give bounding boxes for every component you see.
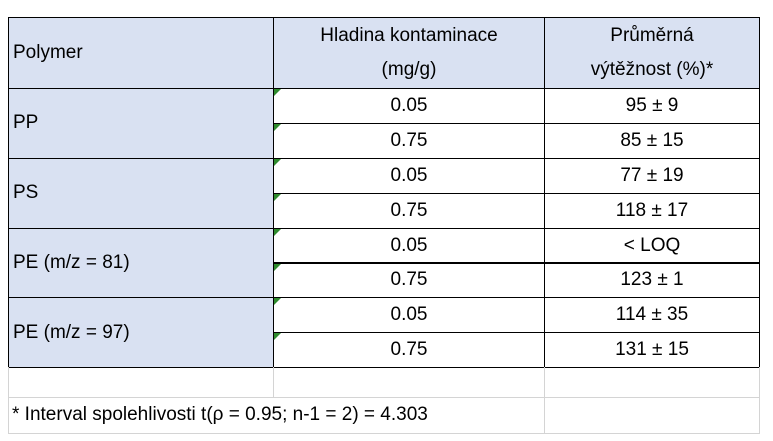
- polymer-name: PS: [13, 182, 39, 204]
- text-number-indicator: [274, 263, 281, 271]
- text-number-indicator: [274, 89, 281, 96]
- recovery-cell: 95 ± 9: [544, 88, 760, 124]
- polymer-cell: PE (m/z = 81): [8, 227, 274, 299]
- recovery-value: 123 ± 1: [620, 269, 684, 291]
- text-number-indicator: [274, 228, 281, 236]
- header-text: Hladina kontaminace: [320, 25, 498, 46]
- level-cell: 0.75: [273, 332, 545, 369]
- text-number-indicator: [274, 123, 281, 131]
- text-number-indicator: [274, 333, 281, 341]
- grid-line: [544, 367, 545, 398]
- recovery-cell: 118 ± 17: [544, 192, 760, 229]
- recovery-cell: < LOQ: [544, 227, 760, 264]
- level-value: 0.05: [390, 304, 428, 326]
- recovery-cell: 85 ± 15: [544, 122, 760, 159]
- polymer-name: PE (m/z = 97): [13, 321, 130, 343]
- text-number-indicator: [274, 158, 281, 166]
- grid-line: [759, 367, 760, 398]
- grid-line: [544, 397, 545, 434]
- grid-line: [8, 397, 9, 434]
- polymer-name: PE (m/z = 81): [13, 251, 130, 273]
- level-value: 0.05: [390, 234, 428, 256]
- grid-line: [273, 367, 274, 398]
- text-number-indicator: [274, 298, 281, 306]
- level-value: 0.75: [390, 129, 428, 151]
- level-cell: 0.05: [273, 227, 545, 264]
- level-cell: 0.05: [273, 88, 545, 124]
- recovery-value: < LOQ: [623, 234, 681, 256]
- header-cell: Průměrná výtěžnost (%)*: [544, 17, 760, 89]
- grid-line: [8, 397, 760, 399]
- recovery-cell: 114 ± 35: [544, 297, 760, 334]
- recovery-value: 114 ± 35: [615, 304, 689, 326]
- header-text: Polymer: [13, 42, 83, 63]
- footnote: * Interval spolehlivosti t(ρ = 0.95; n-1…: [12, 404, 428, 426]
- level-cell: 0.05: [273, 157, 545, 194]
- grid-line: [759, 397, 760, 434]
- recovery-value: 77 ± 19: [620, 164, 684, 186]
- level-value: 0.05: [390, 164, 428, 186]
- recovery-value: 95 ± 9: [625, 94, 679, 116]
- polymer-cell: PP: [8, 88, 274, 159]
- grid-line: [8, 367, 9, 398]
- grid-line: [8, 433, 760, 435]
- header-cell: Polymer: [8, 17, 274, 89]
- level-value: 0.05: [390, 94, 428, 116]
- header-text: (mg/g): [381, 59, 437, 80]
- header-text: výtěžnost (%)*: [590, 59, 714, 80]
- level-cell: 0.75: [273, 192, 545, 229]
- text-number-indicator: [274, 193, 281, 201]
- recovery-cell: 77 ± 19: [544, 157, 760, 194]
- recovery-cell: 131 ± 15: [544, 332, 760, 369]
- level-cell: 0.05: [273, 297, 545, 334]
- recovery-value: 131 ± 15: [615, 339, 689, 361]
- level-cell: 0.75: [273, 262, 545, 299]
- recovery-cell: 123 ± 1: [544, 262, 760, 299]
- polymer-cell: PS: [8, 157, 274, 229]
- level-cell: 0.75: [273, 122, 545, 159]
- polymer-cell: PE (m/z = 97): [8, 297, 274, 369]
- level-value: 0.75: [390, 269, 428, 291]
- header-text: Průměrná: [610, 25, 694, 46]
- recovery-value: 85 ± 15: [620, 129, 684, 151]
- level-value: 0.75: [390, 339, 428, 361]
- polymer-name: PP: [13, 112, 39, 134]
- level-value: 0.75: [390, 199, 428, 221]
- recovery-value: 118 ± 17: [615, 199, 689, 221]
- header-cell: Hladina kontaminace (mg/g): [273, 17, 545, 89]
